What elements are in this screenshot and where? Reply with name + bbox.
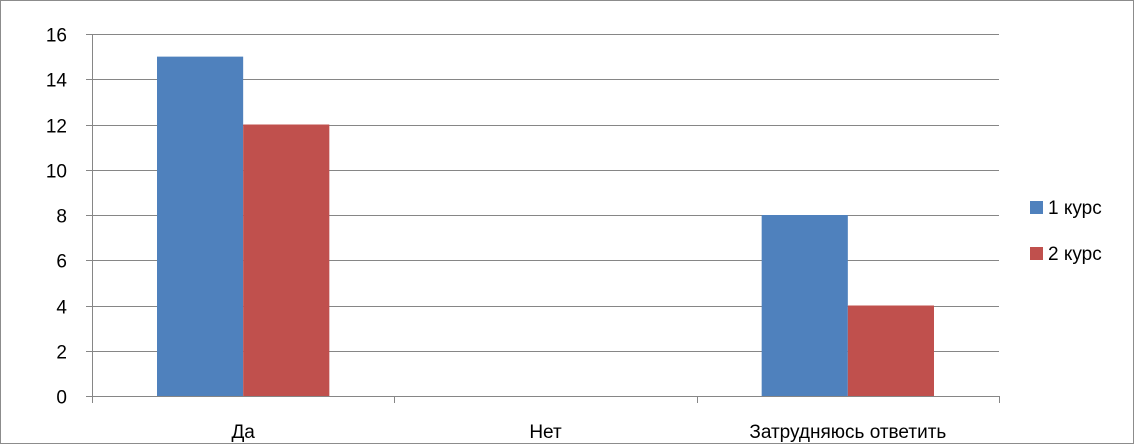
bars [157,56,934,396]
y-tick-label: 16 [46,26,67,47]
bar-1-1 [157,56,244,396]
x-tick-label: Да [231,422,255,443]
y-tick-label: 8 [56,207,67,228]
x-tick-label: Затрудняюсь ответить [749,422,946,443]
x-tick-label: Нет [529,422,562,443]
bar-2-1 [243,124,330,396]
legend: 1 курс 2 курс [1030,198,1102,265]
y-tick-label: 4 [56,298,67,319]
legend-swatch-1 [1030,201,1043,214]
y-tick-label: 0 [56,388,67,409]
y-tick-label: 12 [46,117,67,138]
legend-swatch-2 [1030,247,1043,260]
y-tick-label: 10 [46,162,67,183]
y-tick-labels: 0 2 4 6 8 10 12 14 16 [46,26,68,409]
x-tick-labels: Да Нет Затрудняюсь ответить [231,422,946,443]
y-tick-label: 2 [56,343,67,364]
legend-label-2: 2 курс [1048,244,1102,265]
legend-label-1: 1 курс [1048,198,1102,219]
y-tick-label: 6 [56,252,67,273]
bar-1-3 [761,215,848,396]
bar-2-3 [847,305,934,396]
axes [86,34,1000,403]
y-tick-label: 14 [46,71,68,92]
